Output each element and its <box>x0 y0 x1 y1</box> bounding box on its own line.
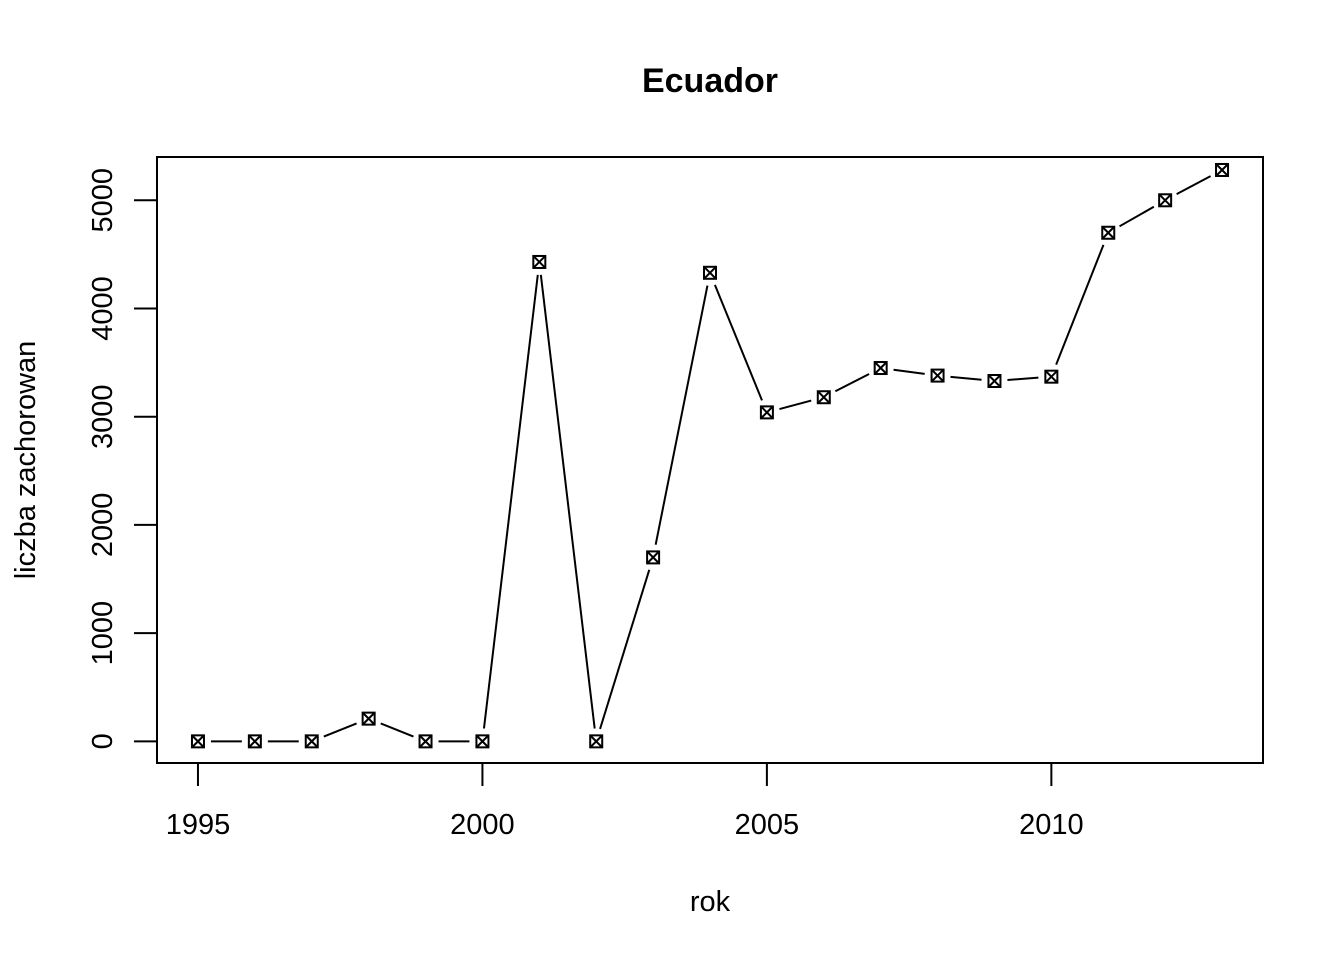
series-segment <box>950 375 982 381</box>
y-tick-label: 4000 <box>87 276 119 341</box>
data-point <box>1158 193 1173 208</box>
data-point-cross <box>703 266 717 280</box>
series-segment <box>1119 205 1155 228</box>
y-axis: 0 1000 2000 3000 4000 5000 <box>87 168 158 749</box>
data-point-cross <box>248 734 262 749</box>
x-axis: 1995 2000 2005 2010 <box>166 762 1084 841</box>
series-segment <box>323 722 357 738</box>
data-point-box <box>759 405 774 420</box>
data-point-cross <box>930 368 945 383</box>
x-tick-label: 2005 <box>735 809 800 841</box>
y-axis-title: liczba zachorowan <box>10 341 42 580</box>
data-point <box>418 734 433 749</box>
data-point-box <box>873 361 888 376</box>
data-point-box <box>987 374 1002 389</box>
data-point-box <box>1044 369 1059 384</box>
y-tick-label: 1000 <box>87 601 119 666</box>
series-line <box>210 175 1212 743</box>
series-points <box>190 162 1230 749</box>
data-point <box>1215 162 1230 177</box>
data-point-box <box>1101 225 1116 240</box>
data-point-cross <box>305 734 319 749</box>
data-point-cross <box>817 390 831 404</box>
data-point <box>304 734 319 749</box>
data-point <box>532 254 547 269</box>
data-point-cross <box>418 734 433 749</box>
data-point <box>930 368 945 383</box>
data-point-cross <box>361 711 376 726</box>
x-tick-label: 2000 <box>450 809 515 841</box>
data-point-cross <box>532 255 547 269</box>
data-point-box <box>247 734 262 749</box>
data-point-cross <box>191 734 205 749</box>
y-tick-label: 0 <box>87 733 119 749</box>
data-point <box>873 361 888 376</box>
data-point <box>475 734 490 749</box>
data-point-cross <box>1044 369 1059 384</box>
y-tick-label: 3000 <box>87 384 119 449</box>
data-point-cross <box>760 405 774 420</box>
data-point <box>816 390 831 405</box>
chart-title: Ecuador <box>642 62 778 100</box>
data-point-cross <box>589 734 603 749</box>
data-point-box <box>1158 193 1173 208</box>
data-point <box>190 734 205 749</box>
data-point-cross <box>873 361 888 375</box>
data-point-cross <box>1215 163 1229 177</box>
series-segment <box>482 274 539 729</box>
series-segment <box>713 284 763 401</box>
series-segment <box>1007 376 1039 382</box>
data-point <box>589 734 604 749</box>
data-point-box <box>930 368 945 383</box>
data-point <box>987 374 1002 389</box>
y-tick-label: 2000 <box>87 493 119 558</box>
data-point <box>646 550 661 565</box>
data-point-box <box>418 734 433 749</box>
data-point <box>703 265 717 280</box>
series-segment <box>599 569 651 730</box>
data-point <box>759 405 774 420</box>
data-point <box>1101 225 1116 240</box>
data-point-cross <box>646 550 660 565</box>
series-segment <box>654 285 709 545</box>
x-tick-label: 2010 <box>1019 809 1084 841</box>
series-segment <box>539 274 596 729</box>
data-point-box <box>589 734 604 749</box>
data-point <box>361 711 376 726</box>
x-tick-label: 1995 <box>166 809 231 841</box>
data-point-box <box>646 550 661 565</box>
data-point-cross <box>1101 226 1115 240</box>
data-point-box <box>475 734 490 749</box>
data-point-cross <box>475 734 490 749</box>
series-segment <box>893 368 925 375</box>
data-point <box>247 734 262 749</box>
data-point-cross <box>1158 193 1172 207</box>
data-point-box <box>304 734 319 749</box>
series-segment <box>779 399 812 411</box>
data-point-box <box>703 265 717 280</box>
y-tick-label: 5000 <box>87 168 119 233</box>
plot-frame <box>156 156 1264 764</box>
data-point <box>1044 369 1059 384</box>
series-segment <box>1055 244 1105 365</box>
series-segment <box>380 722 414 738</box>
series-segment <box>834 373 870 393</box>
series-segment <box>1176 175 1212 196</box>
data-point-box <box>190 734 205 749</box>
data-point-cross <box>987 374 1002 388</box>
x-axis-title: rok <box>690 886 731 918</box>
data-point-box <box>816 390 831 405</box>
data-point-box <box>1215 162 1230 177</box>
data-point-box <box>532 254 547 269</box>
data-point-box <box>361 711 376 726</box>
